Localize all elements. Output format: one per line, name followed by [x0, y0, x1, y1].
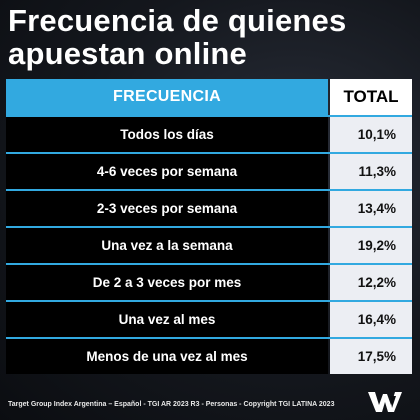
- frequency-label: Una vez al mes: [6, 302, 328, 337]
- table-row: Todos los días 10,1%: [6, 117, 412, 152]
- table-header-row: FRECUENCIA TOTAL: [6, 79, 412, 115]
- frequency-table: FRECUENCIA TOTAL Todos los días 10,1% 4-6 …: [6, 79, 412, 376]
- total-value: 19,2%: [330, 228, 412, 263]
- total-value: 10,1%: [330, 117, 412, 152]
- frequency-label: Una vez a la semana: [6, 228, 328, 263]
- chart-title: Frecuencia de quienes apuestan online: [8, 3, 347, 71]
- table-row: 2-3 veces por semana 13,4%: [6, 191, 412, 226]
- row-divider: [6, 189, 412, 191]
- column-header-total: TOTAL: [330, 79, 412, 115]
- table-row: Una vez a la semana 19,2%: [6, 228, 412, 263]
- frequency-label: Menos de una vez al mes: [6, 339, 328, 374]
- frequency-label: 2-3 veces por semana: [6, 191, 328, 226]
- frequency-label: 4-6 veces por semana: [6, 154, 328, 189]
- total-value: 11,3%: [330, 154, 412, 189]
- frequency-label: De 2 a 3 veces por mes: [6, 265, 328, 300]
- row-divider: [6, 337, 412, 339]
- table-row: 4-6 veces por semana 11,3%: [6, 154, 412, 189]
- row-divider: [6, 152, 412, 154]
- table-row: Una vez al mes 16,4%: [6, 302, 412, 337]
- table-row: De 2 a 3 veces por mes 12,2%: [6, 265, 412, 300]
- row-divider: [6, 226, 412, 228]
- column-header-frecuencia: FRECUENCIA: [6, 79, 328, 115]
- total-value: 13,4%: [330, 191, 412, 226]
- row-divider: [6, 263, 412, 265]
- total-value: 17,5%: [330, 339, 412, 374]
- row-divider: [6, 115, 412, 117]
- frequency-label: Todos los días: [6, 117, 328, 152]
- table-row: Menos de una vez al mes 17,5%: [6, 339, 412, 374]
- row-divider: [6, 300, 412, 302]
- wm-logo-icon: [368, 392, 402, 412]
- total-value: 16,4%: [330, 302, 412, 337]
- source-footer: Target Group Index Argentina – Español -…: [8, 401, 335, 408]
- total-value: 12,2%: [330, 265, 412, 300]
